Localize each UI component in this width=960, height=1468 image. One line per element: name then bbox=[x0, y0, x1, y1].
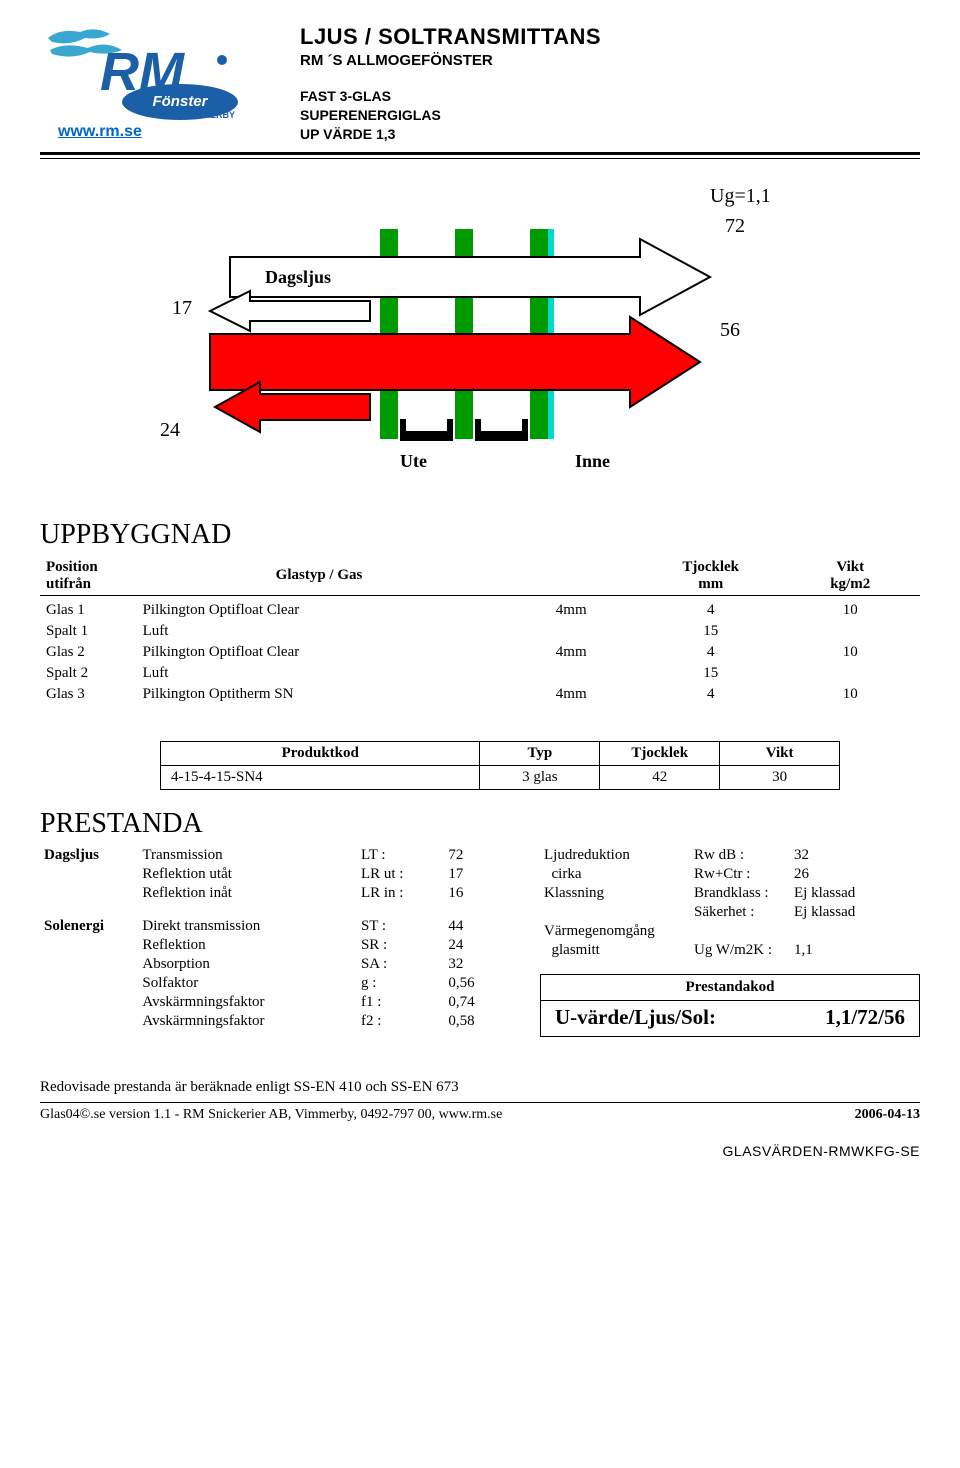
header: RM Fönster VIMMERBY www.rm.se LJUS / SOL… bbox=[40, 20, 920, 144]
svg-text:Solenergi: Solenergi bbox=[250, 353, 322, 373]
list-item: LjudreduktionRw dB :32 bbox=[540, 846, 900, 865]
footer-rule bbox=[40, 1102, 920, 1103]
table-row: Glas 2Pilkington Optifloat Clear4mm410 bbox=[40, 642, 920, 663]
diagram-svg: Dagsljus Solenergi Ute Inne bbox=[100, 179, 860, 499]
svg-text:Ute: Ute bbox=[400, 451, 427, 471]
ug-label: Ug=1,1 bbox=[710, 185, 771, 208]
list-item: Reflektion inåtLR in :16 bbox=[40, 884, 510, 903]
sol-out-value: 56 bbox=[720, 319, 740, 342]
list-item: Avskärmningsfaktorf1 :0,74 bbox=[40, 993, 510, 1012]
list-item: Säkerhet :Ej klassad bbox=[540, 903, 900, 922]
prod-vk: 30 bbox=[720, 765, 840, 789]
dags-out-value: 72 bbox=[725, 215, 745, 238]
list-item: Solfaktorg :0,56 bbox=[40, 974, 510, 993]
list-item: AbsorptionSA :32 bbox=[40, 955, 510, 974]
list-item: glasmittUg W/m2K :1,1 bbox=[540, 941, 900, 960]
header-line1: FAST 3-GLAS bbox=[300, 87, 601, 106]
dags-in-value: 17 bbox=[172, 297, 192, 320]
list-item: KlassningBrandklass :Ej klassad bbox=[540, 884, 900, 903]
prod-kod: 4-15-4-15-SN4 bbox=[161, 765, 480, 789]
prestandakod-box: Prestandakod U-värde/Ljus/Sol: 1,1/72/56 bbox=[540, 974, 920, 1037]
main-title: LJUS / SOLTRANSMITTANS bbox=[300, 24, 601, 50]
table-row: Glas 3Pilkington Optitherm SN4mm410 bbox=[40, 684, 920, 705]
document-code: GLASVÄRDEN-RMWKFG-SE bbox=[40, 1143, 920, 1159]
sub-title: RM ´S ALLMOGEFÖNSTER bbox=[300, 52, 601, 69]
dagsljus-table: DagsljusTransmissionLT :72Reflektion utå… bbox=[40, 846, 510, 903]
prestanda-right: LjudreduktionRw dB :32 cirkaRw+Ctr :26Kl… bbox=[540, 846, 920, 1045]
svg-text:Inne: Inne bbox=[575, 451, 610, 471]
prestanda-title: PRESTANDA bbox=[40, 808, 920, 840]
footer-date: 2006-04-13 bbox=[855, 1107, 920, 1123]
svg-text:Fönster: Fönster bbox=[152, 93, 208, 110]
prod-typ: 3 glas bbox=[480, 765, 600, 789]
prestandakod-label: U-värde/Ljus/Sol: bbox=[555, 1005, 716, 1030]
glass-diagram: Dagsljus Solenergi Ute Inne Ug=1,1 72 56… bbox=[100, 179, 860, 499]
header-rule-thin bbox=[40, 158, 920, 159]
prestandakod-header: Prestandakod bbox=[541, 975, 919, 1000]
upp-hd-tj: Tjocklek mm bbox=[641, 557, 781, 596]
table-row: Spalt 2Luft15 bbox=[40, 663, 920, 684]
rm-logo-icon: RM Fönster VIMMERBY bbox=[40, 20, 270, 130]
header-line2: SUPERENERGIGLAS bbox=[300, 106, 601, 125]
prod-tj: 42 bbox=[600, 765, 720, 789]
list-item: SolenergiDirekt transmissionST :44 bbox=[40, 917, 510, 936]
logo-block: RM Fönster VIMMERBY www.rm.se bbox=[40, 20, 280, 144]
sol-in-value: 24 bbox=[160, 419, 180, 442]
right-props-table: LjudreduktionRw dB :32 cirkaRw+Ctr :26Kl… bbox=[540, 846, 900, 960]
svg-text:Dagsljus: Dagsljus bbox=[265, 267, 331, 287]
produktkod-table: Produktkod Typ Tjocklek Vikt 4-15-4-15-S… bbox=[160, 741, 840, 790]
prestanda-row: DagsljusTransmissionLT :72Reflektion utå… bbox=[40, 846, 920, 1045]
list-item: Avskärmningsfaktorf2 :0,58 bbox=[40, 1012, 510, 1031]
header-line3: UP VÄRDE 1,3 bbox=[300, 125, 601, 144]
footer-row: Glas04©.se version 1.1 - RM Snickerier A… bbox=[40, 1107, 920, 1123]
upp-hd-pos: Position utifrån bbox=[40, 557, 137, 596]
prestandakod-value: 1,1/72/56 bbox=[825, 1005, 905, 1030]
prod-hd-tj: Tjocklek bbox=[600, 741, 720, 765]
uppbyggnad-title: UPPBYGGNAD bbox=[40, 519, 920, 551]
upp-hd-vk: Vikt kg/m2 bbox=[780, 557, 920, 596]
svg-text:VIMMERBY: VIMMERBY bbox=[186, 110, 235, 120]
list-item: Reflektion utåtLR ut :17 bbox=[40, 865, 510, 884]
table-row: Glas 1Pilkington Optifloat Clear4mm410 bbox=[40, 595, 920, 621]
prod-hd-typ: Typ bbox=[480, 741, 600, 765]
list-item: cirkaRw+Ctr :26 bbox=[540, 865, 900, 884]
list-item: DagsljusTransmissionLT :72 bbox=[40, 846, 510, 865]
solenergi-table: SolenergiDirekt transmissionST :44Reflek… bbox=[40, 917, 510, 1031]
prod-hd-vk: Vikt bbox=[720, 741, 840, 765]
header-rule-heavy bbox=[40, 152, 920, 155]
footer-left: Glas04©.se version 1.1 - RM Snickerier A… bbox=[40, 1107, 502, 1123]
title-block: LJUS / SOLTRANSMITTANS RM ´S ALLMOGEFÖNS… bbox=[300, 20, 601, 144]
prod-hd-kod: Produktkod bbox=[161, 741, 480, 765]
list-item: Värmegenomgång bbox=[540, 922, 900, 941]
upp-hd-gas: Glastyp / Gas bbox=[137, 557, 502, 596]
uppbyggnad-table: Position utifrån Glastyp / Gas Tjocklek … bbox=[40, 557, 920, 705]
footer-note: Redovisade prestanda är beräknade enligt… bbox=[40, 1079, 920, 1096]
table-row: Spalt 1Luft15 bbox=[40, 621, 920, 642]
list-item: ReflektionSR :24 bbox=[40, 936, 510, 955]
prestanda-left: DagsljusTransmissionLT :72Reflektion utå… bbox=[40, 846, 510, 1045]
